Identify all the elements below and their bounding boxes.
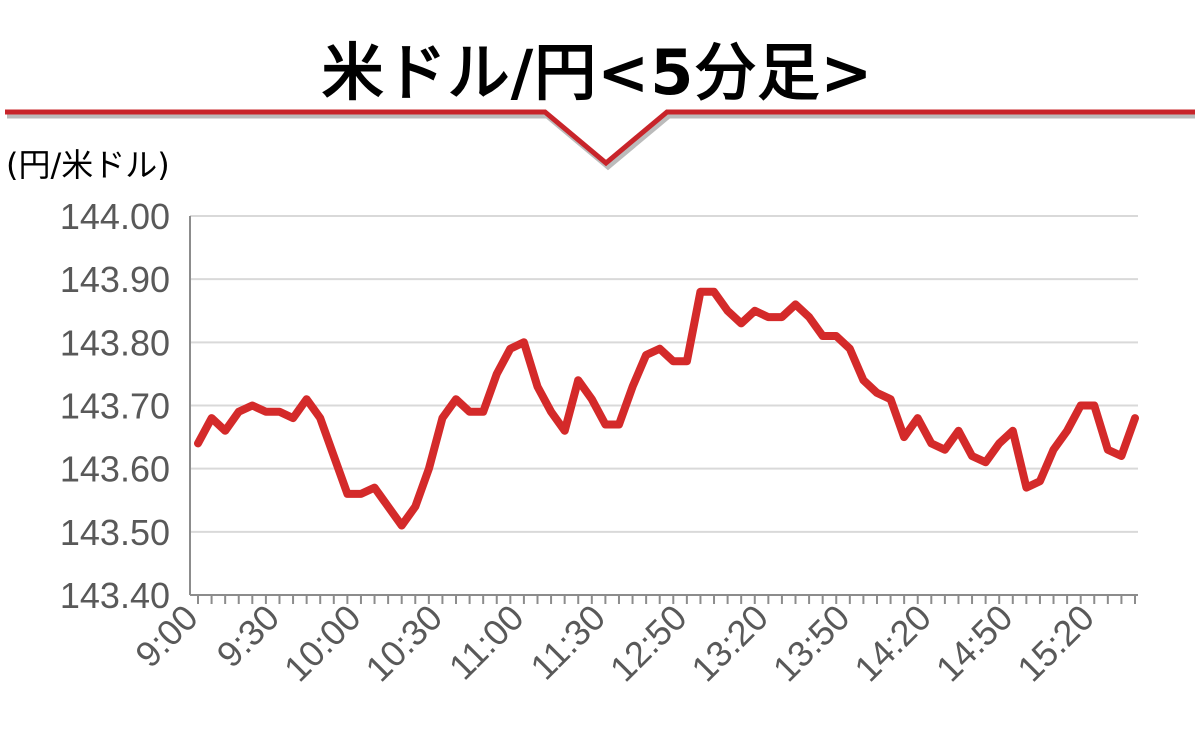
x-tick-label: 14:50 xyxy=(928,597,1021,690)
y-axis-unit-label: (円/米ドル) xyxy=(6,146,170,184)
x-tick-label: 13:50 xyxy=(765,597,858,690)
x-tick-label: 9:30 xyxy=(209,597,288,676)
y-tick-label: 143.60 xyxy=(60,449,170,490)
y-tick-label: 143.50 xyxy=(60,512,170,553)
gridlines xyxy=(190,215,1138,533)
series-group xyxy=(194,287,1139,530)
title-banner xyxy=(5,109,1195,171)
x-tick-label: 11:00 xyxy=(441,597,532,688)
x-tick-label: 10:00 xyxy=(276,597,369,690)
x-tick-label: 10:30 xyxy=(357,597,450,690)
x-tick-label: 13:20 xyxy=(683,597,776,690)
x-tick-label: 12:50 xyxy=(602,597,695,690)
y-tick-labels: 144.00 143.90 143.80 143.70 143.60 143.50 143.… xyxy=(60,196,170,616)
y-tick-label: 143.40 xyxy=(60,575,170,616)
y-tick-label: 143.90 xyxy=(60,259,170,300)
y-tick-label: 143.80 xyxy=(60,322,170,363)
title-banner-shadow xyxy=(7,113,1195,171)
y-tick-label: 143.70 xyxy=(60,386,170,427)
axes xyxy=(189,216,1138,604)
x-tick-label: 11:30 xyxy=(522,597,613,688)
x-tick-labels: 9:00 9:3010:0010:3011:0011:3012:5013:2013… xyxy=(127,597,1102,690)
x-tick-label: 15:20 xyxy=(1009,597,1102,690)
title-banner-line xyxy=(5,109,1195,167)
chart-title: 米ドル/円<5分足> xyxy=(321,36,874,109)
y-tick-label: 144.00 xyxy=(60,196,170,237)
x-tick-label: 14:20 xyxy=(846,597,939,690)
series-line xyxy=(194,287,1139,530)
